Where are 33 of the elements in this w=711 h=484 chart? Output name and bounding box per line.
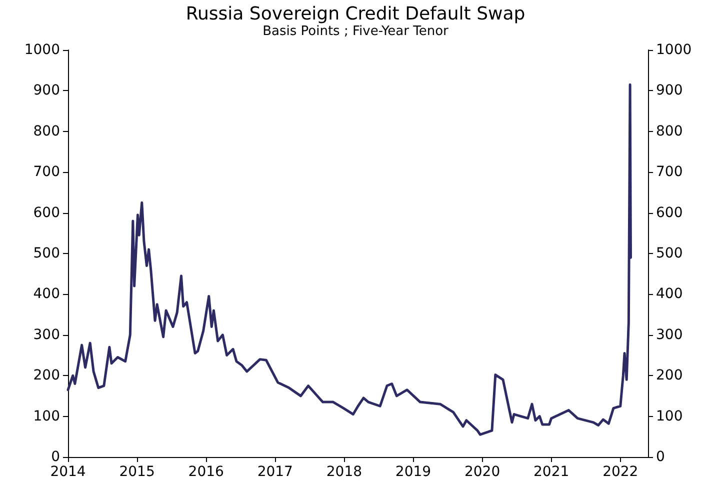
chart-subtitle: Basis Points ; Five-Year Tenor [262,24,450,39]
y2-tick-label: 800 [656,123,683,140]
y-tick-label: 1000 [24,42,60,58]
y-tick-label: 900 [33,82,60,99]
y-tick-label: 100 [33,408,60,424]
x-tick-label: 2017 [257,464,293,480]
y2-tick-label: 0 [656,449,665,465]
x-tick-label: 2014 [50,464,86,480]
x-tick-label: 2015 [119,464,155,480]
y2-tick-label: 400 [656,286,683,302]
y2-tick-label: 900 [656,82,683,99]
y2-tick-label: 300 [656,326,683,343]
y-tick-label: 300 [33,326,60,343]
y2-tick-label: 600 [656,204,683,221]
chart-title: Russia Sovereign Credit Default Swap [186,4,526,24]
y-tick-label: 600 [33,204,60,221]
y-tick-label: 800 [33,123,60,140]
x-tick-label: 2018 [326,464,362,480]
y2-tick-label: 100 [656,408,683,424]
y-tick-label: 0 [51,449,60,465]
y-tick-label: 700 [33,164,60,180]
x-tick-label: 2019 [395,464,432,480]
y2-tick-label: 700 [656,164,683,180]
y2-tick-label: 1000 [656,42,692,58]
y-tick-label: 500 [33,246,60,262]
x-tick-label: 2022 [602,464,638,480]
x-tick-label: 2020 [464,464,500,480]
y2-tick-label: 200 [656,368,683,384]
x-tick-label: 2016 [188,464,224,480]
y-tick-label: 400 [33,286,60,302]
x-tick-label: 2021 [534,464,570,480]
y2-tick-label: 500 [656,246,683,262]
y-tick-label: 200 [33,368,60,384]
